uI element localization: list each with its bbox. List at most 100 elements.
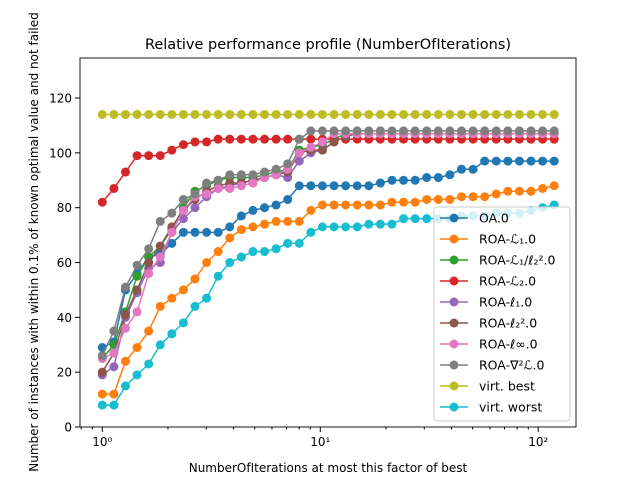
data-point — [422, 126, 432, 136]
data-point — [248, 109, 258, 119]
data-point — [294, 156, 304, 166]
x-tick-label: 10¹ — [310, 435, 330, 449]
data-point — [178, 109, 188, 119]
data-point — [202, 178, 212, 188]
data-point — [410, 197, 420, 207]
data-point — [491, 109, 501, 119]
data-point — [236, 211, 246, 221]
x-tick-label: 10⁰ — [92, 435, 112, 449]
data-point — [260, 219, 270, 229]
legend-entry: OA.0 — [440, 211, 509, 226]
data-point — [480, 109, 490, 119]
data-point — [97, 389, 107, 399]
data-point — [132, 285, 142, 295]
legend-marker — [449, 297, 459, 307]
data-point — [260, 109, 270, 119]
chart-title: Relative performance profile (NumberOfIt… — [145, 37, 511, 53]
legend-marker — [449, 213, 459, 223]
legend-entry: ROA-ℒ₁.0 — [440, 232, 536, 247]
data-point — [503, 109, 513, 119]
data-point — [410, 175, 420, 185]
data-point — [306, 142, 316, 152]
data-point — [306, 181, 316, 191]
y-tick-label: 120 — [49, 92, 72, 106]
data-point — [352, 109, 362, 119]
legend-entry: ROA-ℓ₁.0 — [440, 295, 532, 310]
data-point — [178, 214, 188, 224]
data-point — [97, 367, 107, 377]
data-point — [306, 126, 316, 136]
legend-label: ROA-ℒ₁.0 — [479, 232, 536, 247]
data-point — [97, 197, 107, 207]
data-point — [399, 214, 409, 224]
data-point — [155, 340, 165, 350]
data-point — [375, 200, 385, 210]
data-point — [225, 183, 235, 193]
legend-entry: ROA-ℓ∞.0 — [440, 337, 538, 352]
data-point — [109, 183, 119, 193]
data-point — [144, 109, 154, 119]
data-point — [236, 225, 246, 235]
data-point — [202, 109, 212, 119]
data-point — [132, 260, 142, 270]
data-point — [329, 181, 339, 191]
legend-marker — [449, 234, 459, 244]
data-point — [225, 233, 235, 243]
data-point — [468, 192, 478, 202]
data-point — [341, 222, 351, 232]
data-point — [120, 356, 130, 366]
data-point — [248, 170, 258, 180]
data-point — [341, 181, 351, 191]
legend-label: ROA-∇²ℒ.0 — [479, 358, 544, 373]
data-point — [109, 348, 119, 358]
data-point — [549, 126, 559, 136]
data-point — [433, 126, 443, 136]
data-point — [144, 359, 154, 369]
data-point — [317, 145, 327, 155]
data-point — [329, 137, 339, 147]
data-point — [190, 227, 200, 237]
data-point — [433, 109, 443, 119]
data-point — [225, 258, 235, 268]
data-point — [225, 222, 235, 232]
data-point — [271, 164, 281, 174]
data-point — [144, 326, 154, 336]
data-point — [538, 109, 548, 119]
data-point — [202, 189, 212, 199]
data-point — [248, 205, 258, 215]
data-point — [109, 109, 119, 119]
data-point — [352, 222, 362, 232]
data-point — [456, 126, 466, 136]
data-point — [178, 194, 188, 204]
data-point — [248, 178, 258, 188]
data-point — [120, 282, 130, 292]
data-point — [491, 156, 501, 166]
legend-marker — [449, 402, 459, 412]
data-point — [271, 200, 281, 210]
data-point — [190, 109, 200, 119]
data-point — [317, 109, 327, 119]
data-point — [422, 109, 432, 119]
data-point — [468, 164, 478, 174]
data-point — [202, 137, 212, 147]
y-axis-label: Number of instances with within 0.1% of … — [27, 12, 41, 472]
data-point — [236, 109, 246, 119]
legend-entry: ROA-ℒ₁/ℓ₂².0 — [440, 253, 555, 268]
y-tick-label: 100 — [49, 146, 72, 160]
data-point — [433, 194, 443, 204]
data-point — [213, 247, 223, 257]
series-line — [101, 160, 555, 349]
data-point — [317, 222, 327, 232]
data-point — [144, 258, 154, 268]
data-point — [155, 109, 165, 119]
data-point — [132, 307, 142, 317]
data-point — [132, 342, 142, 352]
data-point — [283, 238, 293, 248]
series-1 — [97, 181, 559, 399]
data-point — [248, 222, 258, 232]
data-point — [294, 134, 304, 144]
data-point — [526, 126, 536, 136]
data-point — [120, 310, 130, 320]
data-point — [306, 109, 316, 119]
data-point — [178, 205, 188, 215]
